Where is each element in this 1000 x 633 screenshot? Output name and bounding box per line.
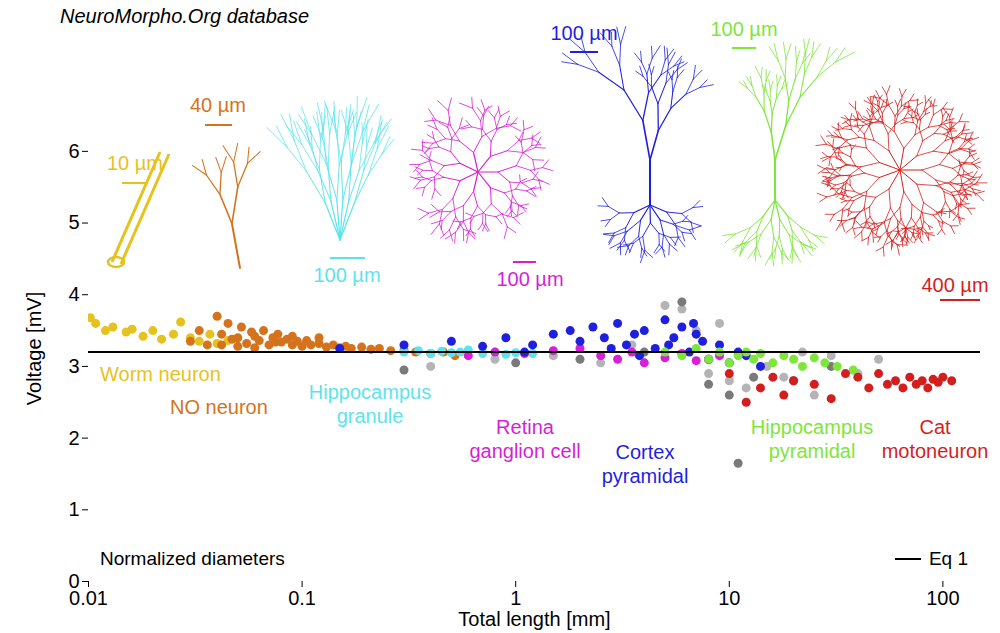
svg-text:Total length [mm]: Total length [mm] — [458, 608, 610, 630]
svg-text:100 µm: 100 µm — [313, 264, 380, 286]
html-text:Normalized diameters: Normalized diameters — [100, 548, 285, 569]
html-text:Hippocampus granule: Hippocampus granule — [308, 381, 432, 427]
html-text:Eq 1: Eq 1 — [928, 548, 968, 569]
svg-text:0.1: 0.1 — [288, 587, 316, 609]
svg-text:0: 0 — [68, 569, 80, 592]
svg-text:3: 3 — [68, 355, 79, 377]
html-text:NO neuron: NO neuron — [170, 396, 268, 418]
html-text:Cat motoneuron: Cat motoneuron — [881, 416, 989, 462]
html-text:Retina ganglion cell: Retina ganglion cell — [469, 416, 581, 462]
svg-text:100 µm: 100 µm — [550, 22, 617, 44]
svg-text:100 µm: 100 µm — [710, 18, 777, 40]
svg-text:2: 2 — [68, 427, 79, 449]
svg-text:6: 6 — [68, 140, 79, 162]
svg-text:4: 4 — [68, 283, 79, 305]
html-text:Worm neuron: Worm neuron — [100, 363, 221, 385]
html-text:NeuroMorpho.Org database: NeuroMorpho.Org database — [60, 5, 309, 27]
svg-text:1: 1 — [68, 498, 79, 520]
svg-text:100: 100 — [926, 587, 959, 609]
svg-text:Voltage [mV]: Voltage [mV] — [23, 292, 45, 405]
svg-text:100 µm: 100 µm — [496, 268, 563, 290]
svg-text:10: 10 — [718, 587, 740, 609]
svg-text:400 µm: 400 µm — [921, 274, 988, 296]
svg-text:40 µm: 40 µm — [190, 94, 246, 116]
svg-text:10 µm: 10 µm — [107, 152, 163, 174]
svg-text:0.01: 0.01 — [69, 587, 108, 609]
html-text:Cortex pyramidal: Cortex pyramidal — [601, 441, 689, 487]
html-text:Hippocampus pyramidal: Hippocampus pyramidal — [750, 416, 874, 462]
svg-text:1: 1 — [510, 587, 521, 609]
svg-text:5: 5 — [68, 211, 79, 233]
